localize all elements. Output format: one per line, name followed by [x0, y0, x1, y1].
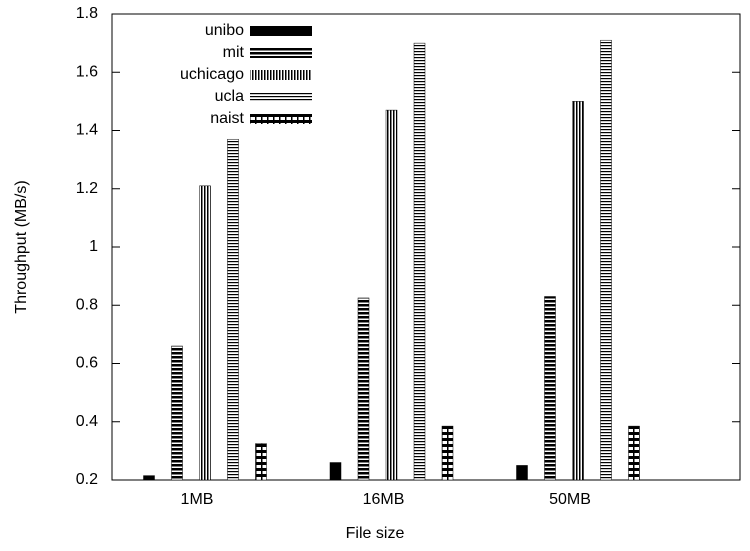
- y-tick-label: 1.6: [76, 63, 98, 80]
- x-tick-label: 50MB: [549, 491, 591, 508]
- x-tick-label: 16MB: [363, 491, 405, 508]
- bar: [385, 109, 398, 481]
- bar: [544, 296, 556, 481]
- bar: [600, 39, 612, 481]
- y-tick-label: 1.4: [76, 122, 98, 139]
- bar: [357, 297, 370, 481]
- legend-label: uchicago: [180, 66, 244, 83]
- y-tick-label: 1: [89, 238, 98, 255]
- bar: [199, 185, 211, 481]
- bar: [516, 465, 528, 481]
- bar: [227, 138, 239, 481]
- x-tick-label: 1MB: [181, 491, 214, 508]
- y-tick-label: 1.2: [76, 180, 98, 197]
- y-tick-label: 0.4: [76, 413, 98, 430]
- y-axis-label: Throughput (MB/s): [13, 180, 30, 313]
- legend-swatch: [250, 26, 312, 36]
- legend-swatch: [250, 114, 312, 124]
- legend-label: mit: [223, 44, 245, 61]
- legend-swatch: [250, 70, 312, 80]
- bar: [255, 443, 267, 481]
- bar: [441, 425, 454, 481]
- bar: [171, 345, 183, 481]
- bar: [628, 425, 640, 481]
- bar: [413, 42, 426, 481]
- y-tick-label: 1.8: [76, 5, 98, 22]
- legend-swatch: [250, 92, 312, 102]
- legend-swatch: [250, 48, 312, 58]
- bar: [572, 101, 584, 481]
- x-axis-label: File size: [346, 525, 405, 542]
- y-tick-label: 0.6: [76, 355, 98, 372]
- bar: [143, 475, 155, 481]
- legend-label: unibo: [205, 22, 244, 39]
- bar: [329, 462, 342, 481]
- y-tick-label: 0.2: [76, 471, 98, 488]
- legend-label: naist: [210, 110, 244, 127]
- y-tick-label: 0.8: [76, 296, 98, 313]
- legend-label: ucla: [215, 88, 244, 105]
